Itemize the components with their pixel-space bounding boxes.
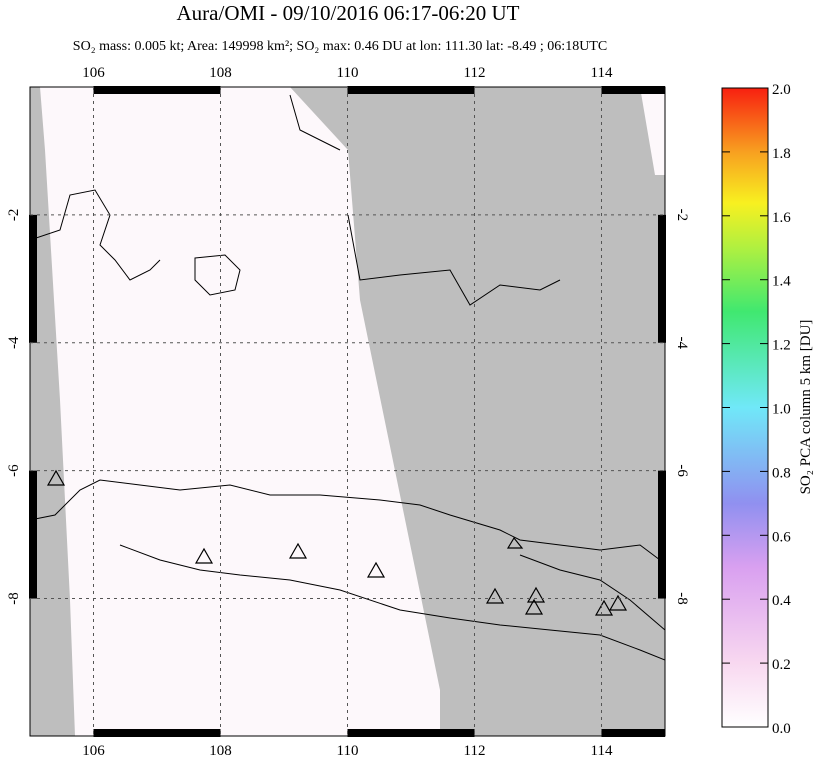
- x-tick-label: 108: [209, 743, 232, 759]
- y-tick-label: -6: [6, 464, 22, 477]
- x-tick-label: 114: [591, 743, 613, 759]
- colorbar-label: SO₂ PCA column 5 km [DU]: [798, 320, 814, 495]
- x-tick-label: 106: [82, 65, 105, 81]
- colorbar-tick-label: 1.4: [772, 274, 791, 290]
- x-tick-label: 114: [591, 65, 613, 81]
- y-tick-label: -2: [674, 209, 690, 222]
- swath: [40, 87, 440, 736]
- frame-bar: [601, 729, 665, 737]
- frame-bar: [29, 214, 37, 343]
- frame-bar: [658, 470, 666, 599]
- x-tick-label: 110: [337, 65, 359, 81]
- colorbar-tick-label: 0.4: [772, 593, 791, 609]
- colorbar-tick-label: 0.6: [772, 529, 791, 545]
- y-tick-label: -4: [674, 337, 690, 350]
- y-tick-label: -8: [674, 592, 690, 605]
- swath: [602, 87, 665, 175]
- y-tick-label: -2: [6, 209, 22, 222]
- frame-bar: [29, 470, 37, 599]
- frame-bar: [601, 86, 665, 94]
- y-tick-label: -6: [674, 464, 690, 477]
- coastline: [30, 94, 665, 661]
- colorbar-tick-label: 0.0: [772, 721, 791, 737]
- x-tick-label: 110: [337, 743, 359, 759]
- y-tick-label: -8: [6, 592, 22, 605]
- colorbar-tick-label: 1.0: [772, 402, 791, 418]
- x-tick-label: 108: [209, 65, 232, 81]
- colorbar-tick-label: 0.2: [772, 657, 791, 673]
- frame-bar: [347, 729, 475, 737]
- chart-title: Aura/OMI - 09/10/2016 06:17-06:20 UT: [177, 1, 520, 25]
- colorbar-tick-label: 1.6: [772, 210, 791, 226]
- frame-bar: [93, 86, 221, 94]
- colorbar-tick-label: 2.0: [772, 82, 791, 98]
- x-tick-label: 112: [464, 743, 486, 759]
- frame-bar: [347, 86, 475, 94]
- y-tick-label: -4: [6, 336, 22, 349]
- frame-bar: [658, 214, 666, 343]
- colorbar-tick-label: 1.8: [772, 146, 791, 162]
- colorbar-tick-label: 1.2: [772, 338, 791, 354]
- volcano-markers: [46, 469, 628, 616]
- x-tick-label: 112: [464, 65, 486, 81]
- colorbar-tick-label: 0.8: [772, 465, 791, 481]
- frame-bar: [93, 729, 221, 737]
- x-tick-label: 106: [82, 743, 105, 759]
- chart-subtitle: SO₂ mass: 0.005 kt; Area: 149998 km²; SO…: [73, 39, 607, 54]
